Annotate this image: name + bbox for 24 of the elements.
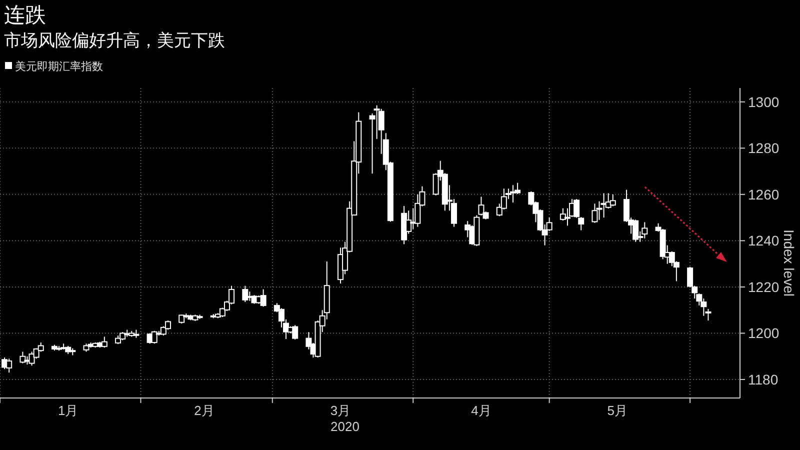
x-tick-label: 4月 <box>471 403 492 418</box>
x-tick-label: 1月 <box>58 403 78 418</box>
y-tick-label: 1280 <box>748 140 780 156</box>
y-tick-label: 1180 <box>748 371 778 388</box>
x-axis-title: 2020 <box>330 419 360 434</box>
candlestick <box>610 194 616 207</box>
y-tick-label: 1260 <box>748 186 780 202</box>
candlestick <box>20 351 26 364</box>
x-tick-label: 2月 <box>194 403 214 418</box>
chart-title: 连跌 <box>4 4 46 27</box>
legend: 美元即期汇率指数 <box>5 61 103 73</box>
legend-label: 美元即期汇率指数 <box>15 60 103 73</box>
candlestick <box>242 285 248 302</box>
y-tick-label: 1300 <box>748 94 780 110</box>
candlestick <box>151 330 158 344</box>
y-tick-label: 1200 <box>748 325 780 342</box>
candlestick <box>101 336 108 348</box>
candlestick <box>260 288 266 308</box>
y-axis-title: Index level <box>781 230 797 296</box>
x-tick-label: 3月 <box>330 403 351 418</box>
x-tick-label: 5月 <box>607 403 628 418</box>
y-tick-label: 1220 <box>748 278 780 295</box>
y-tick-label: 1240 <box>748 232 780 249</box>
chart-subtitle: 市场风险偏好升高，美元下跌 <box>4 31 225 50</box>
